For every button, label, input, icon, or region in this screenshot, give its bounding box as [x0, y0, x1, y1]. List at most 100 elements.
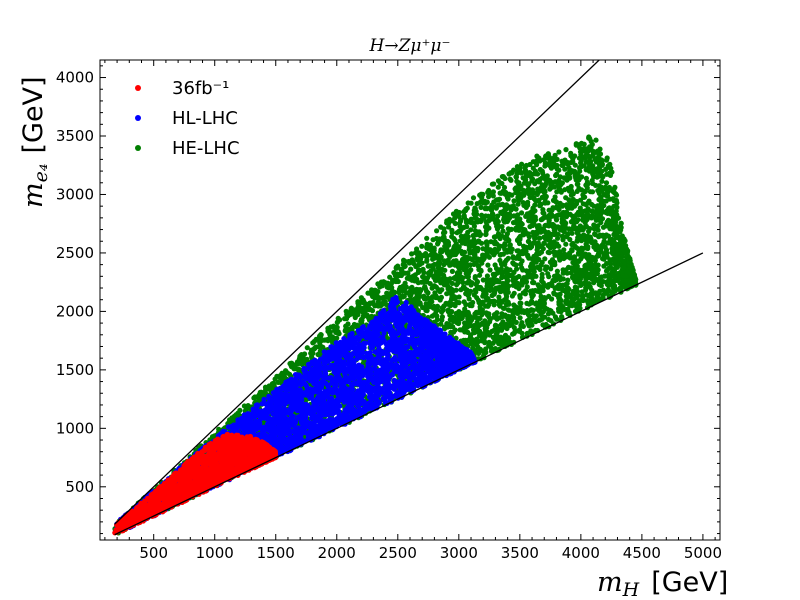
data-point — [520, 200, 526, 206]
data-point — [586, 164, 592, 170]
data-point — [579, 293, 585, 299]
data-point — [537, 266, 543, 273]
data-point — [487, 319, 493, 325]
data-point — [545, 311, 552, 317]
data-point — [550, 205, 556, 211]
data-point — [494, 241, 500, 247]
data-point — [532, 202, 538, 208]
data-point — [513, 319, 519, 325]
data-point — [509, 293, 515, 299]
data-point — [500, 243, 506, 249]
data-point — [529, 298, 535, 304]
data-point — [493, 285, 499, 291]
data-point — [496, 315, 503, 321]
data-point — [586, 135, 592, 141]
data-point — [510, 220, 517, 226]
data-point — [584, 181, 590, 187]
data-point — [549, 296, 555, 302]
data-point — [588, 291, 594, 297]
data-point — [468, 227, 474, 233]
data-point — [611, 288, 617, 294]
data-point — [456, 294, 462, 300]
data-point — [392, 289, 398, 295]
data-point — [434, 303, 441, 309]
data-point — [496, 196, 503, 202]
data-point — [511, 315, 517, 321]
data-point — [498, 266, 504, 272]
data-point — [470, 195, 477, 201]
data-point — [555, 235, 561, 241]
data-point — [479, 320, 485, 326]
data-point — [527, 187, 533, 193]
data-point — [345, 321, 351, 327]
data-point — [362, 305, 368, 311]
data-point — [575, 217, 581, 223]
data-point — [603, 180, 610, 186]
data-point — [500, 251, 506, 257]
data-point — [463, 338, 469, 344]
data-point — [487, 298, 493, 305]
data-point — [480, 277, 486, 283]
data-point — [561, 210, 567, 216]
data-point — [296, 366, 302, 372]
data-point — [620, 265, 626, 271]
data-point — [342, 316, 348, 322]
data-point — [507, 267, 513, 273]
data-point — [612, 259, 618, 265]
data-point — [504, 300, 511, 306]
data-point — [554, 316, 560, 322]
data-point — [451, 329, 457, 335]
data-point — [604, 253, 610, 259]
data-point — [567, 251, 573, 257]
data-point — [597, 196, 603, 202]
data-point — [608, 237, 614, 243]
data-point — [458, 287, 464, 293]
data-point — [561, 247, 567, 253]
data-point — [564, 176, 570, 182]
data-point — [300, 358, 306, 364]
data-point — [595, 253, 601, 259]
data-point — [519, 221, 525, 227]
data-point — [434, 235, 440, 242]
data-point — [596, 167, 602, 173]
data-point — [542, 163, 548, 169]
data-point — [495, 184, 501, 190]
data-point — [408, 290, 415, 296]
data-point — [517, 295, 523, 301]
data-point — [408, 266, 414, 272]
data-point — [485, 262, 491, 268]
data-point — [518, 261, 524, 267]
data-point — [479, 309, 485, 315]
data-point — [563, 241, 569, 247]
data-point — [534, 251, 540, 257]
data-point — [589, 189, 596, 195]
data-point — [535, 282, 541, 288]
data-point — [431, 273, 437, 279]
data-point — [571, 225, 578, 231]
data-point — [477, 346, 483, 352]
data-point — [460, 275, 466, 281]
data-point — [535, 178, 541, 184]
data-point — [502, 323, 508, 329]
data-point — [471, 314, 477, 320]
data-point — [583, 175, 590, 181]
data-point — [293, 361, 299, 367]
data-point — [317, 343, 323, 349]
data-point — [406, 273, 412, 280]
data-point — [545, 249, 551, 255]
data-point — [517, 315, 523, 321]
data-point — [474, 279, 480, 285]
data-point — [495, 213, 501, 219]
data-point — [496, 294, 502, 300]
data-point — [422, 284, 428, 290]
data-point — [522, 229, 529, 235]
data-point — [560, 237, 566, 243]
data-point — [538, 262, 544, 268]
data-point — [493, 265, 500, 272]
data-point — [465, 309, 471, 315]
data-point — [367, 300, 373, 306]
data-point — [483, 231, 489, 237]
data-point — [534, 153, 540, 159]
data-point — [586, 198, 592, 204]
data-point — [427, 281, 433, 287]
